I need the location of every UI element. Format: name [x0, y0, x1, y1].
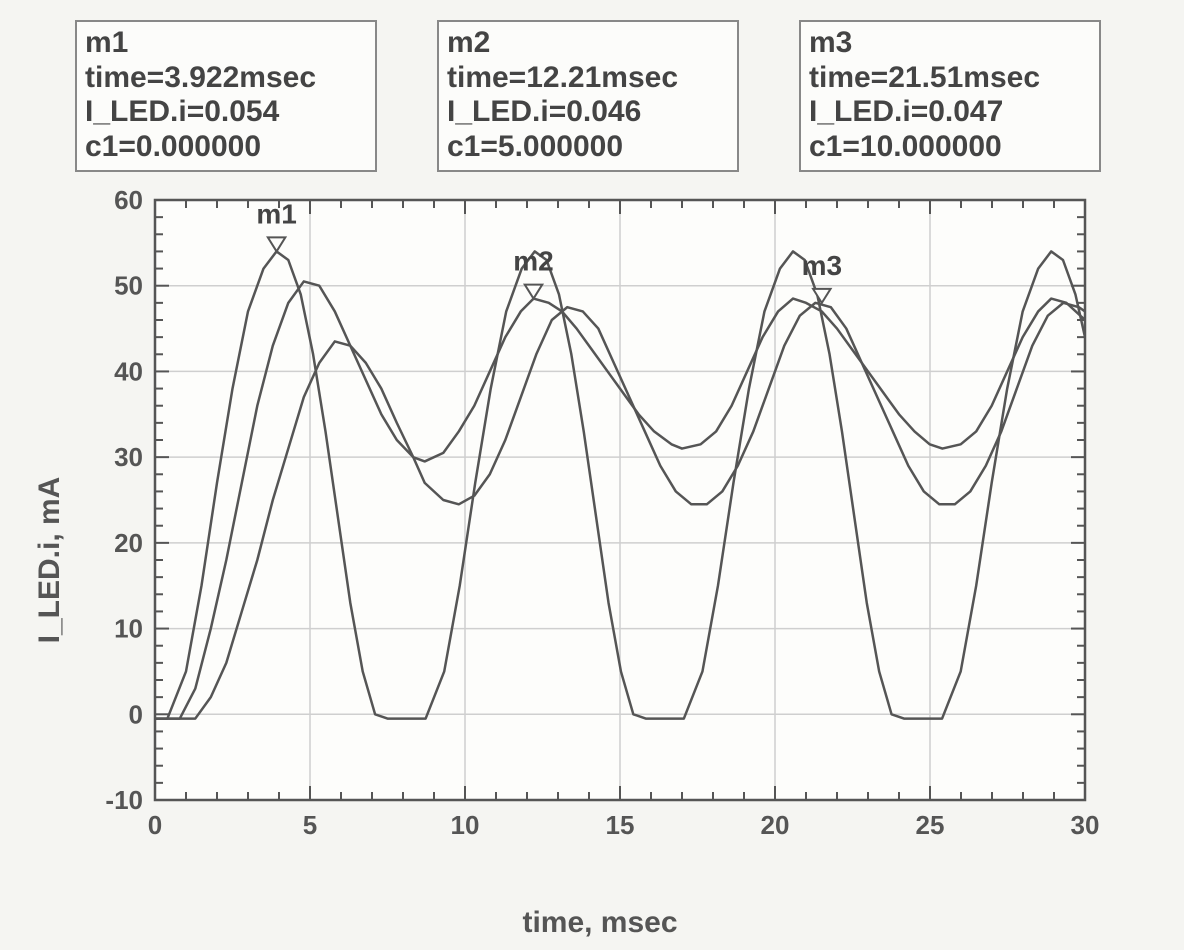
x-tick-label: 25	[916, 810, 945, 840]
y-tick-label: 60	[114, 190, 143, 215]
y-tick-label: 50	[114, 271, 143, 301]
marker-box-1-line: m1	[85, 26, 365, 61]
marker-box-2: m2time=12.21msecI_LED.i=0.046c1=5.000000	[437, 20, 739, 172]
y-tick-label: 40	[114, 356, 143, 386]
marker-box-3: m3time=21.51msecI_LED.i=0.047c1=10.00000…	[799, 20, 1101, 172]
marker-box-3-line: time=21.51msec	[809, 61, 1089, 96]
figure-root: m1time=3.922msecI_LED.i=0.054c1=0.000000…	[0, 0, 1184, 950]
y-tick-label: 20	[114, 528, 143, 558]
marker-box-1-line: c1=0.000000	[85, 130, 365, 165]
x-tick-label: 10	[451, 810, 480, 840]
marker-box-1-line: time=3.922msec	[85, 61, 365, 96]
x-tick-label: 30	[1071, 810, 1100, 840]
marker-label-m2: m2	[513, 246, 553, 277]
chart-svg: 051015202530-100102030405060m1m2m3	[60, 190, 1140, 870]
marker-label-m1: m1	[256, 198, 296, 229]
x-tick-label: 0	[148, 810, 162, 840]
chart-area: I_LED.i, mA 051015202530-100102030405060…	[60, 190, 1140, 930]
x-tick-label: 5	[303, 810, 317, 840]
y-tick-label: 30	[114, 442, 143, 472]
marker-box-2-line: I_LED.i=0.046	[447, 95, 727, 130]
marker-box-3-line: c1=10.000000	[809, 130, 1089, 165]
marker-box-3-line: m3	[809, 26, 1089, 61]
x-tick-label: 20	[761, 810, 790, 840]
marker-boxes-row: m1time=3.922msecI_LED.i=0.054c1=0.000000…	[75, 20, 1135, 172]
y-tick-label: 10	[114, 614, 143, 644]
y-tick-label: 0	[129, 699, 143, 729]
marker-box-3-line: I_LED.i=0.047	[809, 95, 1089, 130]
marker-box-2-line: c1=5.000000	[447, 130, 727, 165]
y-tick-label: -10	[105, 785, 143, 815]
x-axis-title: time, msec	[522, 906, 677, 940]
marker-box-1-line: I_LED.i=0.054	[85, 95, 365, 130]
marker-box-2-line: m2	[447, 26, 727, 61]
x-tick-label: 15	[606, 810, 635, 840]
marker-label-m3: m3	[802, 250, 842, 281]
marker-box-1: m1time=3.922msecI_LED.i=0.054c1=0.000000	[75, 20, 377, 172]
y-axis-title: I_LED.i, mA	[33, 477, 67, 644]
marker-box-2-line: time=12.21msec	[447, 61, 727, 96]
